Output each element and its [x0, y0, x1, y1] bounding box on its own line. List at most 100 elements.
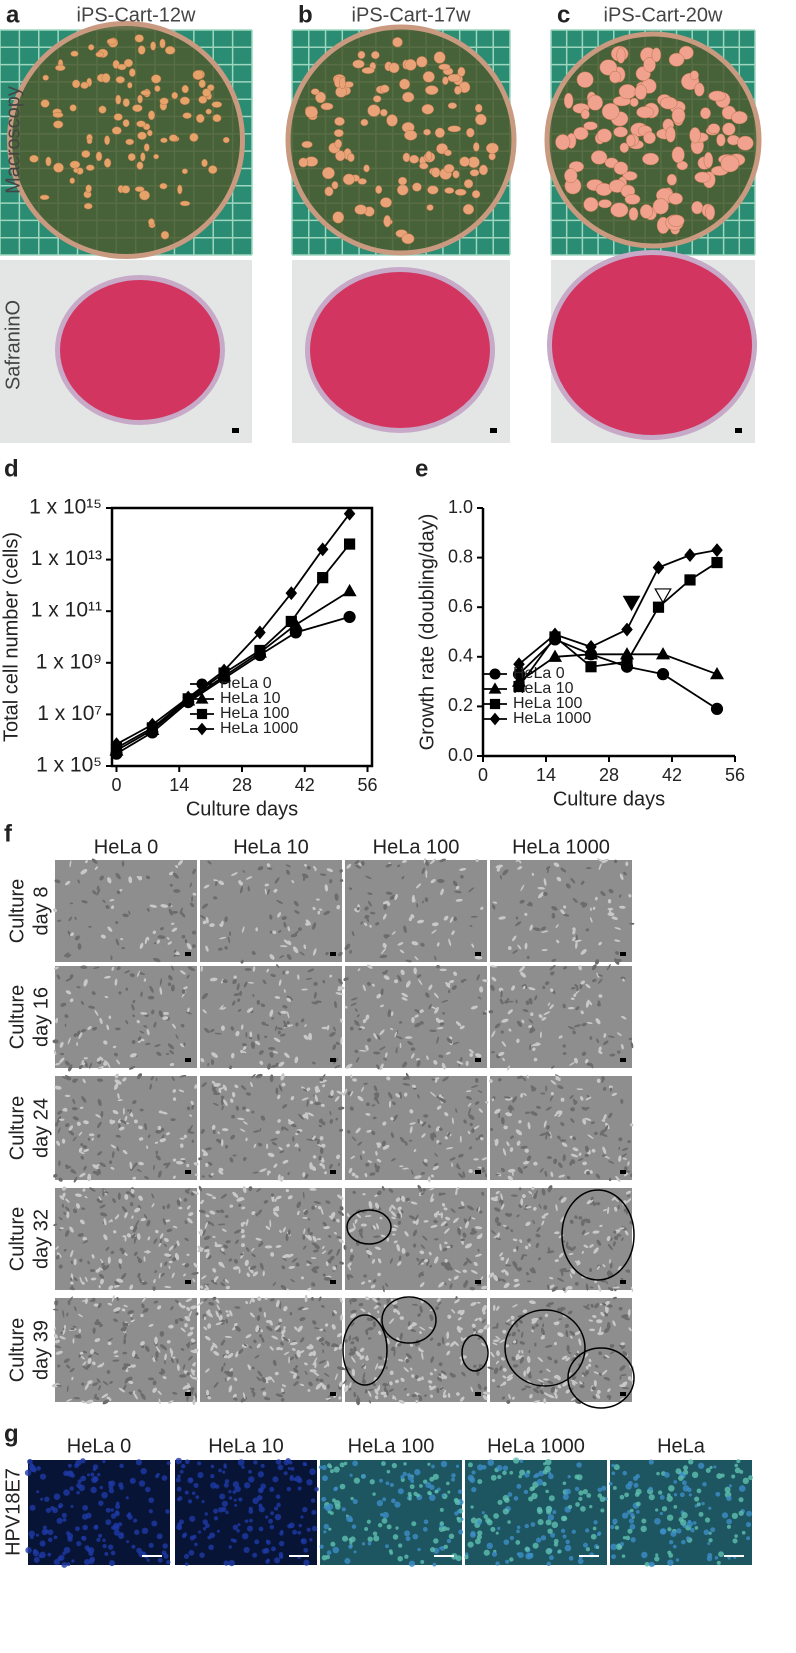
nucleus	[287, 1467, 291, 1471]
cell	[380, 988, 384, 996]
nucleus	[265, 1515, 269, 1519]
scale-bar	[475, 1280, 481, 1284]
cell	[563, 905, 567, 909]
nucleus	[266, 1558, 271, 1563]
cell	[205, 1147, 212, 1151]
y-tick-label: 1 x 10⁹	[36, 650, 102, 673]
cell	[267, 1063, 271, 1070]
pellet	[160, 137, 168, 144]
cell	[173, 949, 177, 953]
cell	[170, 922, 175, 925]
cell	[169, 883, 173, 887]
cell	[459, 867, 467, 871]
nucleus	[648, 1561, 655, 1568]
cell	[305, 919, 311, 926]
nucleus	[694, 1526, 699, 1530]
pellet	[452, 170, 460, 179]
nucleus	[519, 1469, 526, 1476]
cell	[451, 930, 455, 936]
scale-bar	[620, 1058, 626, 1062]
cell	[304, 1024, 307, 1027]
cell	[147, 1134, 151, 1138]
panel-letter: f	[4, 820, 13, 847]
cell	[91, 858, 98, 864]
nucleus	[477, 1520, 482, 1525]
cell	[619, 905, 626, 909]
pellet	[447, 73, 461, 83]
scale-bar	[330, 952, 336, 956]
cell	[154, 1141, 159, 1144]
cell	[617, 1050, 621, 1054]
pellet	[69, 104, 77, 112]
nucleus	[441, 1493, 445, 1498]
cell	[371, 983, 375, 987]
cell	[52, 1039, 59, 1044]
cell	[146, 1028, 150, 1036]
nucleus	[125, 1496, 129, 1500]
pellet	[404, 130, 418, 141]
cell	[411, 941, 419, 946]
cell	[190, 1100, 194, 1106]
nucleus	[668, 1539, 674, 1545]
nucleus	[386, 1469, 391, 1474]
cell	[172, 1023, 177, 1029]
cell	[136, 1019, 140, 1024]
safranin-photo	[0, 260, 252, 443]
cell	[507, 946, 512, 951]
cell	[412, 896, 416, 903]
nucleus	[254, 1539, 260, 1545]
cell	[499, 998, 504, 1005]
pellet	[148, 110, 156, 121]
cell	[132, 999, 136, 1004]
cell	[116, 890, 121, 895]
pellet	[447, 125, 462, 133]
pellet	[475, 113, 487, 126]
cell	[209, 923, 215, 928]
cell	[334, 1000, 337, 1009]
cell	[53, 966, 59, 970]
pellet	[457, 66, 466, 77]
cell	[477, 996, 482, 1000]
petri-photo	[544, 29, 762, 256]
nucleus	[36, 1466, 41, 1471]
nucleus	[270, 1511, 275, 1516]
cell	[585, 928, 590, 932]
nucleus	[697, 1462, 705, 1469]
pellet	[69, 177, 76, 184]
cell	[416, 902, 419, 908]
cell	[96, 1057, 101, 1062]
nucleus	[372, 1492, 376, 1496]
nucleus	[600, 1508, 605, 1513]
cell	[147, 995, 155, 1000]
cell	[354, 860, 360, 865]
cell	[102, 899, 106, 903]
pellet	[205, 108, 212, 115]
cell	[242, 869, 246, 873]
cell	[132, 1176, 137, 1180]
cell	[160, 1127, 165, 1132]
cell	[247, 885, 250, 892]
nucleus	[562, 1481, 567, 1486]
nucleus	[679, 1492, 685, 1498]
scale-bar	[185, 1058, 191, 1062]
cell	[351, 931, 355, 937]
cell	[253, 1143, 257, 1149]
pellet	[134, 34, 144, 43]
cell	[575, 941, 578, 949]
pellet	[392, 37, 403, 48]
cell	[366, 916, 370, 923]
pellet	[668, 192, 683, 205]
cell	[155, 1129, 162, 1134]
nucleus	[310, 1498, 316, 1503]
nucleus	[580, 1506, 586, 1512]
cell	[89, 1062, 93, 1069]
cell	[114, 1079, 122, 1085]
photo-bg	[55, 1076, 197, 1180]
nucleus	[328, 1465, 333, 1469]
cell	[218, 947, 223, 951]
cell	[139, 1030, 145, 1034]
nucleus	[339, 1462, 345, 1468]
cell	[290, 933, 298, 938]
cell	[454, 890, 462, 894]
nucleus	[134, 1529, 140, 1535]
